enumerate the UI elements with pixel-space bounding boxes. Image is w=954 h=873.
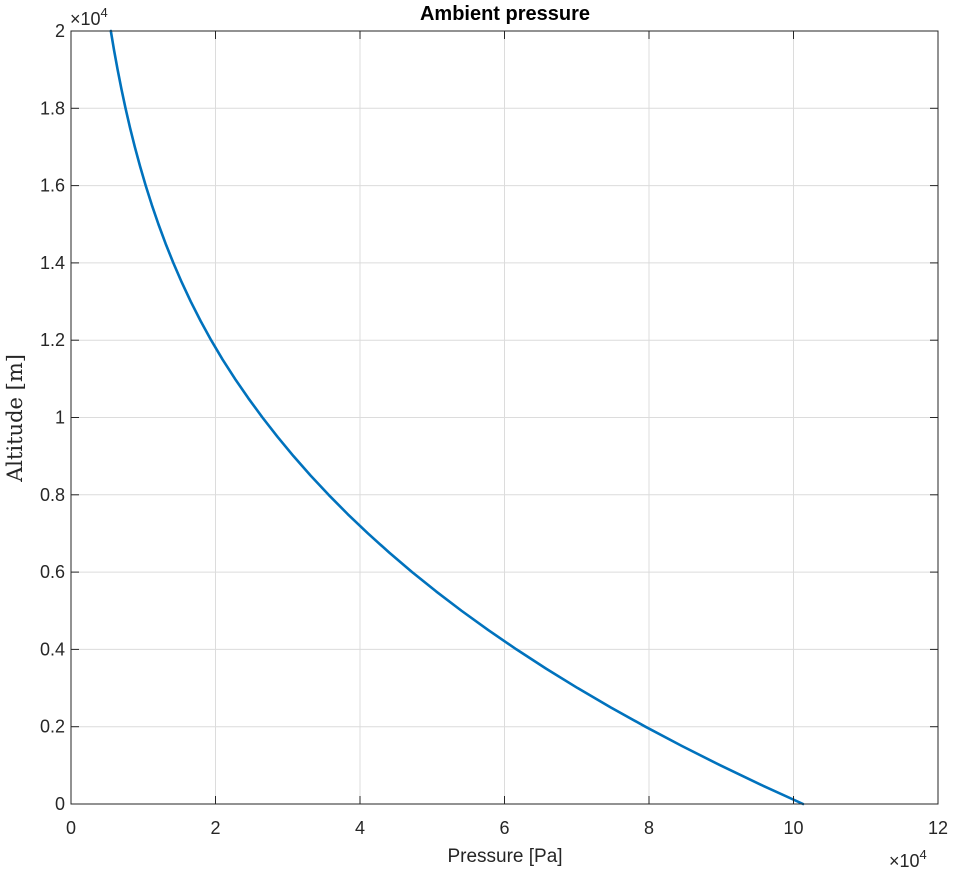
y-tick-label: 0 <box>55 794 65 814</box>
axis-ticks <box>70 30 939 805</box>
y-axis-multiplier: ×104 <box>70 5 108 29</box>
x-tick-label: 10 <box>783 818 803 838</box>
y-tick-label: 1.4 <box>40 253 65 273</box>
y-tick-label: 0.2 <box>40 717 65 737</box>
y-tick-label: 1.6 <box>40 176 65 196</box>
x-multiplier-base: ×10 <box>889 851 920 871</box>
y-tick-label: 2 <box>55 21 65 41</box>
x-tick-label: 0 <box>66 818 76 838</box>
y-tick-labels: 0 0.2 0.4 0.6 0.8 1 1.2 1.4 1.6 1.8 2 <box>40 21 65 814</box>
y-tick-label: 0.4 <box>40 639 65 659</box>
x-axis-label: Pressure [Pa] <box>447 846 562 867</box>
y-multiplier-exponent: 4 <box>101 5 108 20</box>
x-tick-label: 8 <box>644 818 654 838</box>
x-tick-label: 4 <box>355 818 365 838</box>
y-tick-label: 1.8 <box>40 98 65 118</box>
x-tick-label: 12 <box>928 818 948 838</box>
chart-title: Ambient pressure <box>420 3 590 25</box>
y-axis-label: Altitude [m] <box>3 354 27 483</box>
y-tick-label: 0.8 <box>40 485 65 505</box>
x-multiplier-exponent: 4 <box>920 847 927 862</box>
grid <box>71 31 938 804</box>
x-axis-multiplier: ×104 <box>889 847 927 871</box>
y-tick-label: 1 <box>55 408 65 428</box>
y-tick-label: 0.6 <box>40 562 65 582</box>
y-multiplier-base: ×10 <box>70 9 101 29</box>
x-tick-label: 6 <box>499 818 509 838</box>
y-tick-label: 1.2 <box>40 330 65 350</box>
x-tick-label: 2 <box>210 818 220 838</box>
x-tick-labels: 0 2 4 6 8 10 12 <box>66 818 948 838</box>
series-line-pressure <box>109 29 805 806</box>
